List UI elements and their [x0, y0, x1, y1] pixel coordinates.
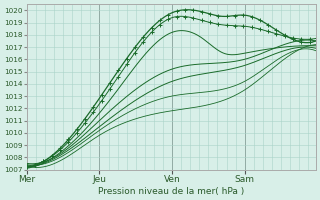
X-axis label: Pression niveau de la mer( hPa ): Pression niveau de la mer( hPa ) — [98, 187, 244, 196]
